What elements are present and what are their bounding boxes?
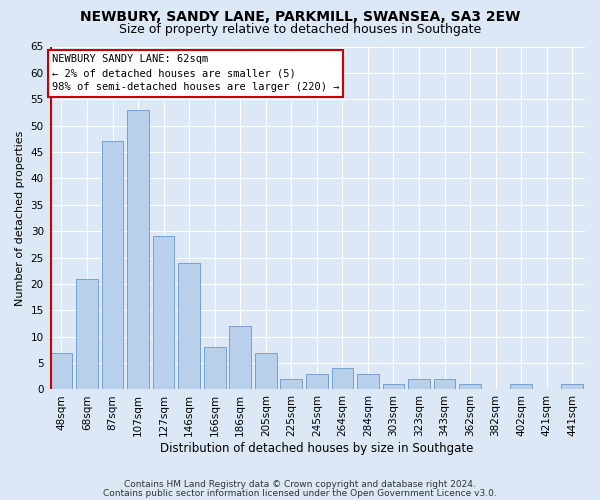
Bar xyxy=(332,368,353,390)
Text: NEWBURY, SANDY LANE, PARKMILL, SWANSEA, SA3 2EW: NEWBURY, SANDY LANE, PARKMILL, SWANSEA, … xyxy=(80,10,520,24)
Text: Contains public sector information licensed under the Open Government Licence v3: Contains public sector information licen… xyxy=(103,488,497,498)
Text: Contains HM Land Registry data © Crown copyright and database right 2024.: Contains HM Land Registry data © Crown c… xyxy=(124,480,476,489)
Bar xyxy=(255,352,277,390)
Bar xyxy=(562,384,583,390)
Bar xyxy=(178,263,200,390)
Bar xyxy=(50,352,72,390)
Y-axis label: Number of detached properties: Number of detached properties xyxy=(15,130,25,306)
Bar xyxy=(229,326,251,390)
Bar xyxy=(153,236,175,390)
Bar xyxy=(408,379,430,390)
Bar xyxy=(459,384,481,390)
Bar xyxy=(280,379,302,390)
Bar xyxy=(101,142,124,390)
Bar xyxy=(434,379,455,390)
Bar xyxy=(306,374,328,390)
Bar xyxy=(357,374,379,390)
Bar xyxy=(127,110,149,390)
X-axis label: Distribution of detached houses by size in Southgate: Distribution of detached houses by size … xyxy=(160,442,473,455)
Bar xyxy=(510,384,532,390)
Bar xyxy=(76,278,98,390)
Text: NEWBURY SANDY LANE: 62sqm
← 2% of detached houses are smaller (5)
98% of semi-de: NEWBURY SANDY LANE: 62sqm ← 2% of detach… xyxy=(52,54,339,92)
Bar xyxy=(204,347,226,390)
Bar xyxy=(383,384,404,390)
Text: Size of property relative to detached houses in Southgate: Size of property relative to detached ho… xyxy=(119,22,481,36)
